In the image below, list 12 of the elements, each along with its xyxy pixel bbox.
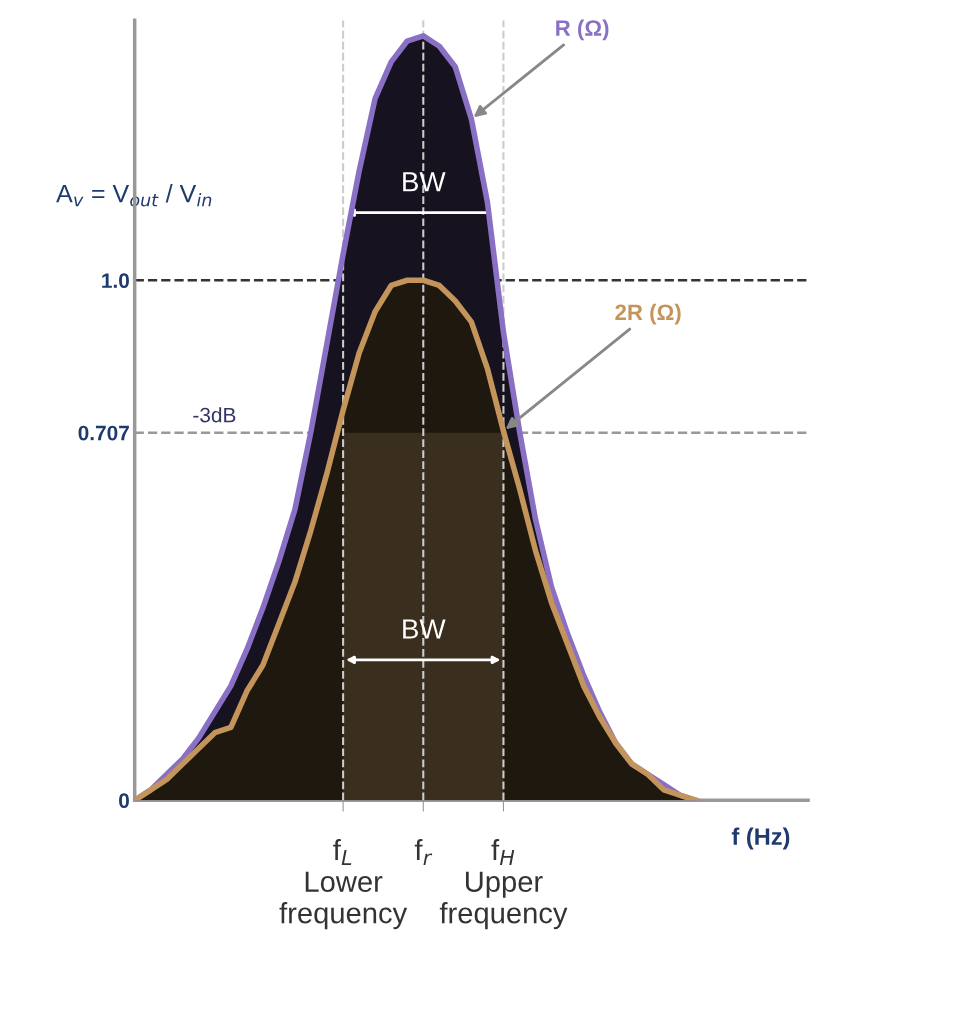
x-tick-label: f$_{L}$ Lower frequency bbox=[279, 839, 408, 930]
y-tick-label: 0 bbox=[119, 793, 129, 809]
annotation: BW bbox=[403, 619, 446, 639]
x-tick-label: f$_{H}$ Upper frequency bbox=[439, 839, 568, 930]
x-axis-title: f (Hz) bbox=[731, 827, 790, 850]
y-tick-label: 0.707 bbox=[78, 425, 129, 441]
text: 2R (Ω) bbox=[615, 303, 681, 325]
text: R (Ω) bbox=[556, 19, 609, 41]
annotation: BW bbox=[403, 172, 446, 192]
y-tick-label: 1.0 bbox=[102, 273, 129, 289]
x-tick-label: f$_{r}$ bbox=[414, 839, 433, 865]
ref-line-label: -3dB bbox=[193, 407, 236, 423]
